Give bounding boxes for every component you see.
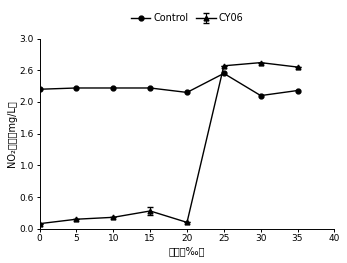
- Control: [222, 72, 226, 75]
- Legend: Control, CY06: Control, CY06: [127, 9, 247, 27]
- Control: [295, 89, 299, 92]
- Control: [37, 88, 42, 91]
- Line: Control: Control: [37, 71, 300, 98]
- Control: [111, 87, 116, 90]
- Control: [185, 91, 189, 94]
- X-axis label: 盐度（‰）: 盐度（‰）: [169, 246, 205, 256]
- Control: [259, 94, 263, 97]
- Control: [148, 87, 152, 90]
- Control: [74, 87, 78, 90]
- Y-axis label: NO₂浓度（mg/L）: NO₂浓度（mg/L）: [7, 100, 17, 167]
